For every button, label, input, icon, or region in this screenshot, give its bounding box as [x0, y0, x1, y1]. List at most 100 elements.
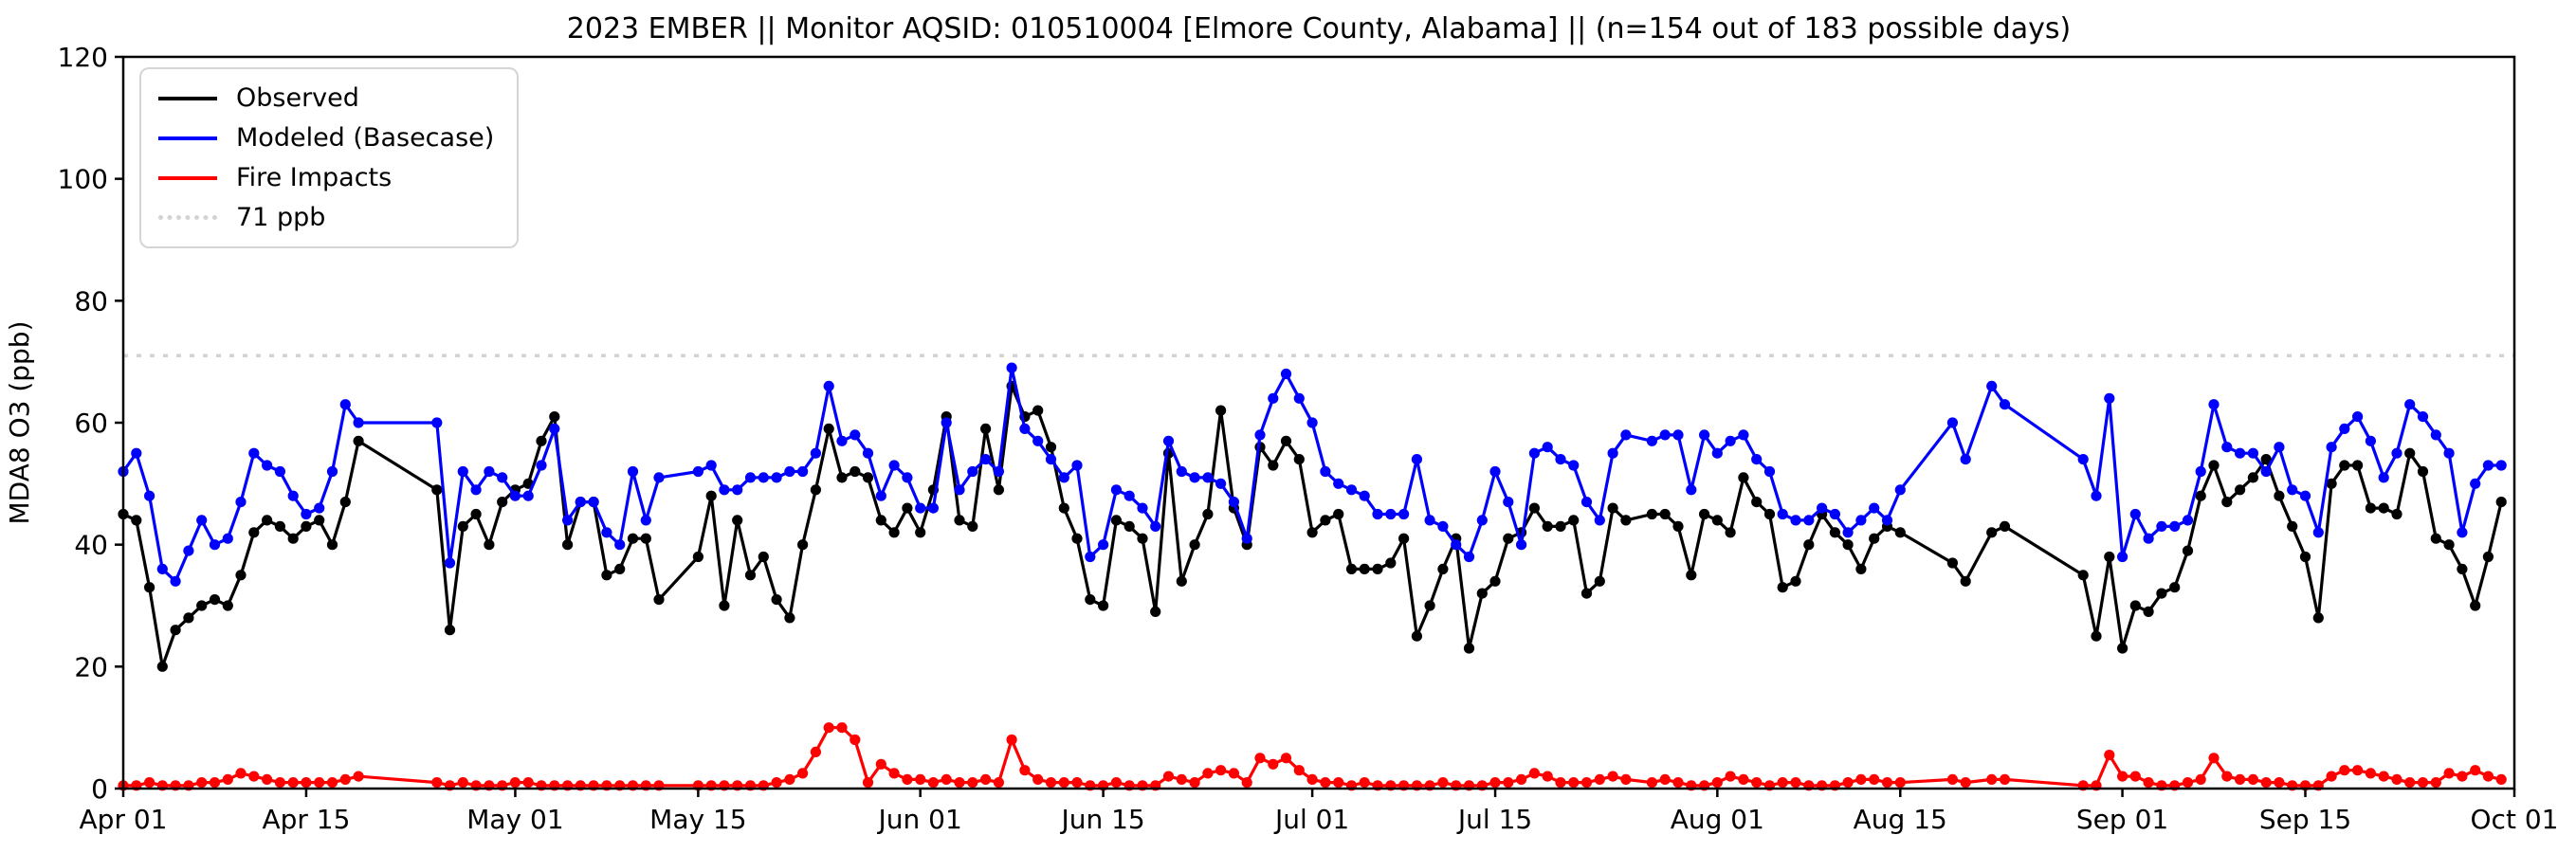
series-marker-2: [1594, 773, 1605, 786]
series-marker-1: [2482, 460, 2494, 471]
series-marker-0: [640, 533, 651, 544]
y-tick-label: 40: [74, 530, 108, 561]
series-marker-2: [1176, 773, 1187, 786]
series-marker-1: [1150, 520, 1161, 533]
series-marker-1: [1162, 435, 1175, 446]
series-marker-2: [2104, 750, 2115, 761]
series-marker-2: [2117, 771, 2128, 782]
series-marker-1: [1777, 508, 1788, 520]
series-marker-2: [1437, 777, 1449, 789]
series-marker-2: [2143, 777, 2154, 789]
series-marker-2: [2430, 777, 2441, 789]
series-marker-0: [744, 570, 757, 581]
series-marker-2: [222, 773, 233, 786]
series-marker-0: [1999, 520, 2011, 533]
x-tick-label: Apr 01: [80, 804, 168, 835]
series-marker-2: [1320, 777, 1331, 789]
series-marker-0: [2247, 472, 2258, 483]
x-tick-label: Jul 15: [1456, 804, 1532, 835]
x-tick-label: Jul 01: [1273, 804, 1349, 835]
series-marker-2: [2339, 765, 2350, 776]
series-marker-1: [614, 539, 626, 551]
series-marker-1: [810, 447, 822, 459]
series-marker-2: [2208, 753, 2220, 764]
series-marker-1: [744, 472, 757, 483]
series-marker-0: [2482, 551, 2494, 563]
series-marker-1: [248, 447, 260, 459]
series-marker-1: [1869, 502, 1880, 514]
series-marker-0: [1032, 405, 1044, 416]
series-marker-1: [1699, 429, 1710, 441]
series-marker-0: [1960, 575, 1971, 587]
series-marker-0: [326, 539, 338, 551]
series-marker-2: [262, 773, 273, 786]
series-marker-1: [314, 502, 325, 514]
series-marker-1: [1686, 484, 1697, 496]
series-marker-1: [2287, 484, 2298, 496]
series-marker-1: [2117, 551, 2128, 563]
series-marker-1: [131, 447, 142, 459]
series-marker-0: [209, 594, 221, 606]
series-marker-0: [1528, 502, 1540, 514]
series-marker-0: [1150, 606, 1161, 618]
series-marker-1: [1725, 435, 1736, 446]
y-tick-label: 20: [74, 651, 108, 682]
series-marker-2: [771, 777, 782, 789]
series-marker-1: [2156, 520, 2167, 533]
series-marker-0: [692, 551, 704, 563]
series-marker-0: [1345, 563, 1358, 575]
series-marker-1: [1751, 454, 1763, 465]
series-marker-0: [1463, 643, 1475, 654]
series-marker-0: [1738, 472, 1749, 483]
series-marker-0: [287, 533, 299, 544]
series-marker-1: [653, 472, 665, 483]
modeled-line-icon: [158, 136, 217, 140]
series-marker-1: [758, 472, 769, 483]
series-marker-2: [2260, 777, 2272, 789]
series-marker-0: [1058, 502, 1069, 514]
series-marker-2: [2326, 771, 2337, 782]
series-marker-1: [339, 399, 351, 410]
series-marker-1: [1763, 465, 1776, 478]
series-marker-2: [2247, 773, 2258, 786]
series-marker-1: [719, 484, 730, 496]
series-marker-0: [131, 515, 142, 526]
series-marker-2: [1580, 777, 1593, 789]
series-marker-1: [2235, 447, 2246, 459]
series-marker-1: [1045, 454, 1057, 465]
series-marker-1: [2470, 478, 2481, 489]
series-marker-2: [2352, 765, 2364, 776]
series-marker-1: [2221, 442, 2233, 453]
series-marker-2: [1228, 768, 1239, 779]
series-marker-1: [1320, 465, 1331, 478]
series-marker-1: [183, 545, 194, 556]
x-tick-label: Jun 15: [1059, 804, 1144, 835]
series-marker-1: [784, 465, 795, 478]
series-marker-0: [2352, 460, 2364, 471]
series-marker-1: [353, 417, 364, 428]
series-marker-0: [1137, 533, 1148, 544]
series-marker-2: [1006, 734, 1017, 746]
series-marker-2: [1738, 773, 1749, 786]
series-marker-0: [1306, 527, 1318, 538]
series-marker-0: [1176, 575, 1187, 587]
series-marker-1: [562, 515, 574, 526]
series-marker-1: [2299, 490, 2311, 501]
series-marker-2: [797, 768, 809, 779]
legend-item-observed: Observed: [158, 82, 494, 114]
series-marker-0: [1946, 557, 1958, 569]
series-marker-2: [1254, 753, 1266, 764]
series-marker-0: [2221, 497, 2233, 508]
series-marker-2: [1215, 765, 1227, 776]
series-marker-1: [1202, 472, 1214, 483]
series-marker-1: [1359, 490, 1370, 501]
series-marker-1: [1999, 399, 2011, 410]
chart-title: 2023 EMBER || Monitor AQSID: 010510004 […: [567, 12, 2071, 45]
series-marker-2: [301, 777, 312, 789]
series-marker-1: [1176, 465, 1187, 478]
series-marker-1: [771, 472, 782, 483]
series-marker-2: [823, 722, 834, 734]
series-marker-0: [2287, 520, 2298, 533]
legend-label-fire: Fire Impacts: [236, 163, 393, 192]
